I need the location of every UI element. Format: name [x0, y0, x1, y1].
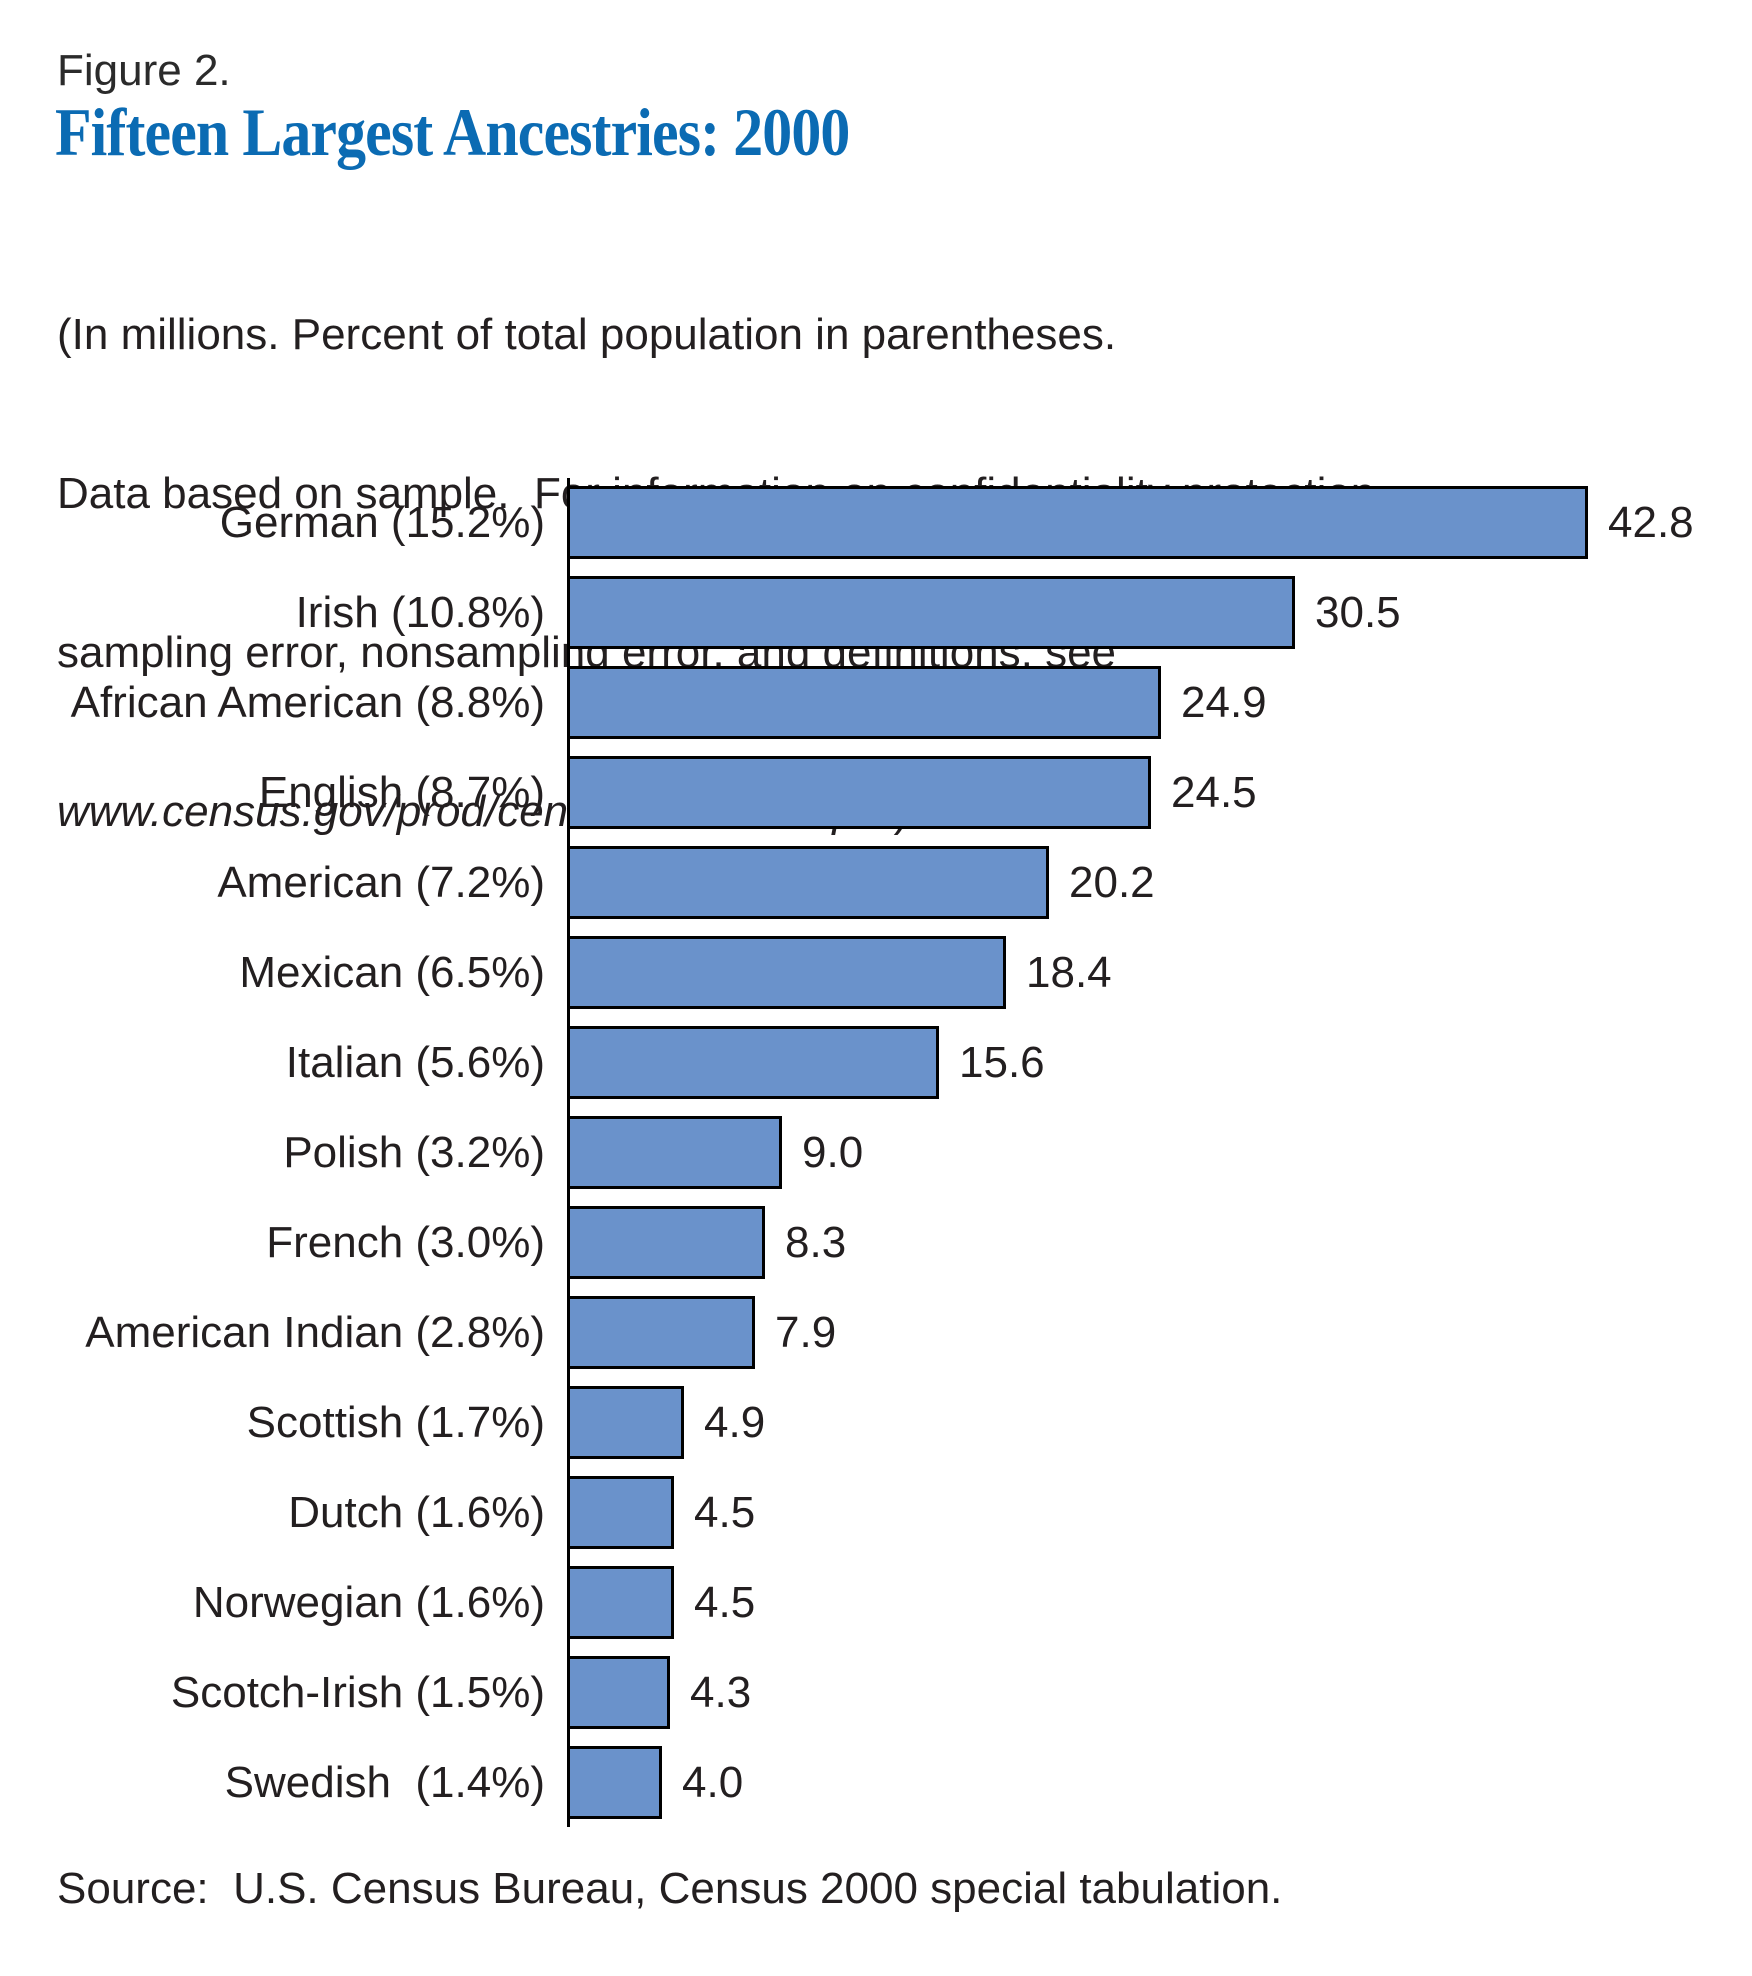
bar-label-scottish: Scottish (1.7%): [246, 1398, 545, 1447]
bar-value-american: 20.2: [1069, 858, 1155, 907]
bar-scotch-irish: [567, 1656, 670, 1729]
bar-label-irish: Irish (10.8%): [295, 588, 545, 637]
bar-value-italian: 15.6: [959, 1038, 1045, 1087]
bar-label-african-american: African American (8.8%): [70, 678, 545, 727]
bar-value-african-american: 24.9: [1181, 678, 1267, 727]
bar-value-german: 42.8: [1608, 498, 1694, 547]
bar-dutch: [567, 1476, 674, 1549]
bar-value-irish: 30.5: [1315, 588, 1401, 637]
bar-italian: [567, 1026, 939, 1099]
bar-swedish: [567, 1746, 662, 1819]
chart-title: Fifteen Largest Ancestries: 2000: [55, 94, 850, 170]
bar-american: [567, 846, 1049, 919]
bar-value-scottish: 4.9: [704, 1398, 766, 1447]
bar-label-english: English (8.7%): [258, 768, 545, 817]
bar-label-american: American (7.2%): [217, 858, 545, 907]
bar-label-mexican: Mexican (6.5%): [239, 948, 545, 997]
note-line-1: (In millions. Percent of total populatio…: [57, 310, 1117, 359]
bar-polish: [567, 1116, 782, 1189]
bar-value-mexican: 18.4: [1026, 948, 1112, 997]
bar-value-scotch-irish: 4.3: [690, 1668, 752, 1717]
bar-label-norwegian: Norwegian (1.6%): [192, 1578, 545, 1627]
bar-german: [567, 486, 1588, 559]
bar-label-swedish: Swedish (1.4%): [224, 1758, 545, 1807]
figure-number-label: Figure 2.: [57, 46, 231, 95]
bar-label-french: French (3.0%): [266, 1218, 545, 1267]
bar-american-indian: [567, 1296, 755, 1369]
bar-value-dutch: 4.5: [694, 1488, 756, 1537]
bar-label-polish: Polish (3.2%): [283, 1128, 545, 1177]
bar-african-american: [567, 666, 1161, 739]
bar-label-dutch: Dutch (1.6%): [288, 1488, 545, 1537]
bar-label-scotch-irish: Scotch-Irish (1.5%): [170, 1668, 545, 1717]
bar-irish: [567, 576, 1295, 649]
bar-chart: German (15.2%) 42.8 Irish (10.8%) 30.5 Afric…: [0, 478, 1752, 1827]
source-note: Source: U.S. Census Bureau, Census 2000 …: [57, 1864, 1283, 1913]
bar-value-swedish: 4.0: [682, 1758, 744, 1807]
bar-label-italian: Italian (5.6%): [285, 1038, 545, 1087]
bar-english: [567, 756, 1151, 829]
bar-value-norwegian: 4.5: [694, 1578, 756, 1627]
bar-value-english: 24.5: [1171, 768, 1257, 817]
bar-mexican: [567, 936, 1006, 1009]
bar-norwegian: [567, 1566, 674, 1639]
bar-scottish: [567, 1386, 684, 1459]
bar-label-american-indian: American Indian (2.8%): [85, 1308, 545, 1357]
bar-value-american-indian: 7.9: [775, 1308, 837, 1357]
bar-value-polish: 9.0: [802, 1128, 864, 1177]
bar-french: [567, 1206, 765, 1279]
bar-label-german: German (15.2%): [219, 498, 545, 547]
bar-value-french: 8.3: [785, 1218, 847, 1267]
